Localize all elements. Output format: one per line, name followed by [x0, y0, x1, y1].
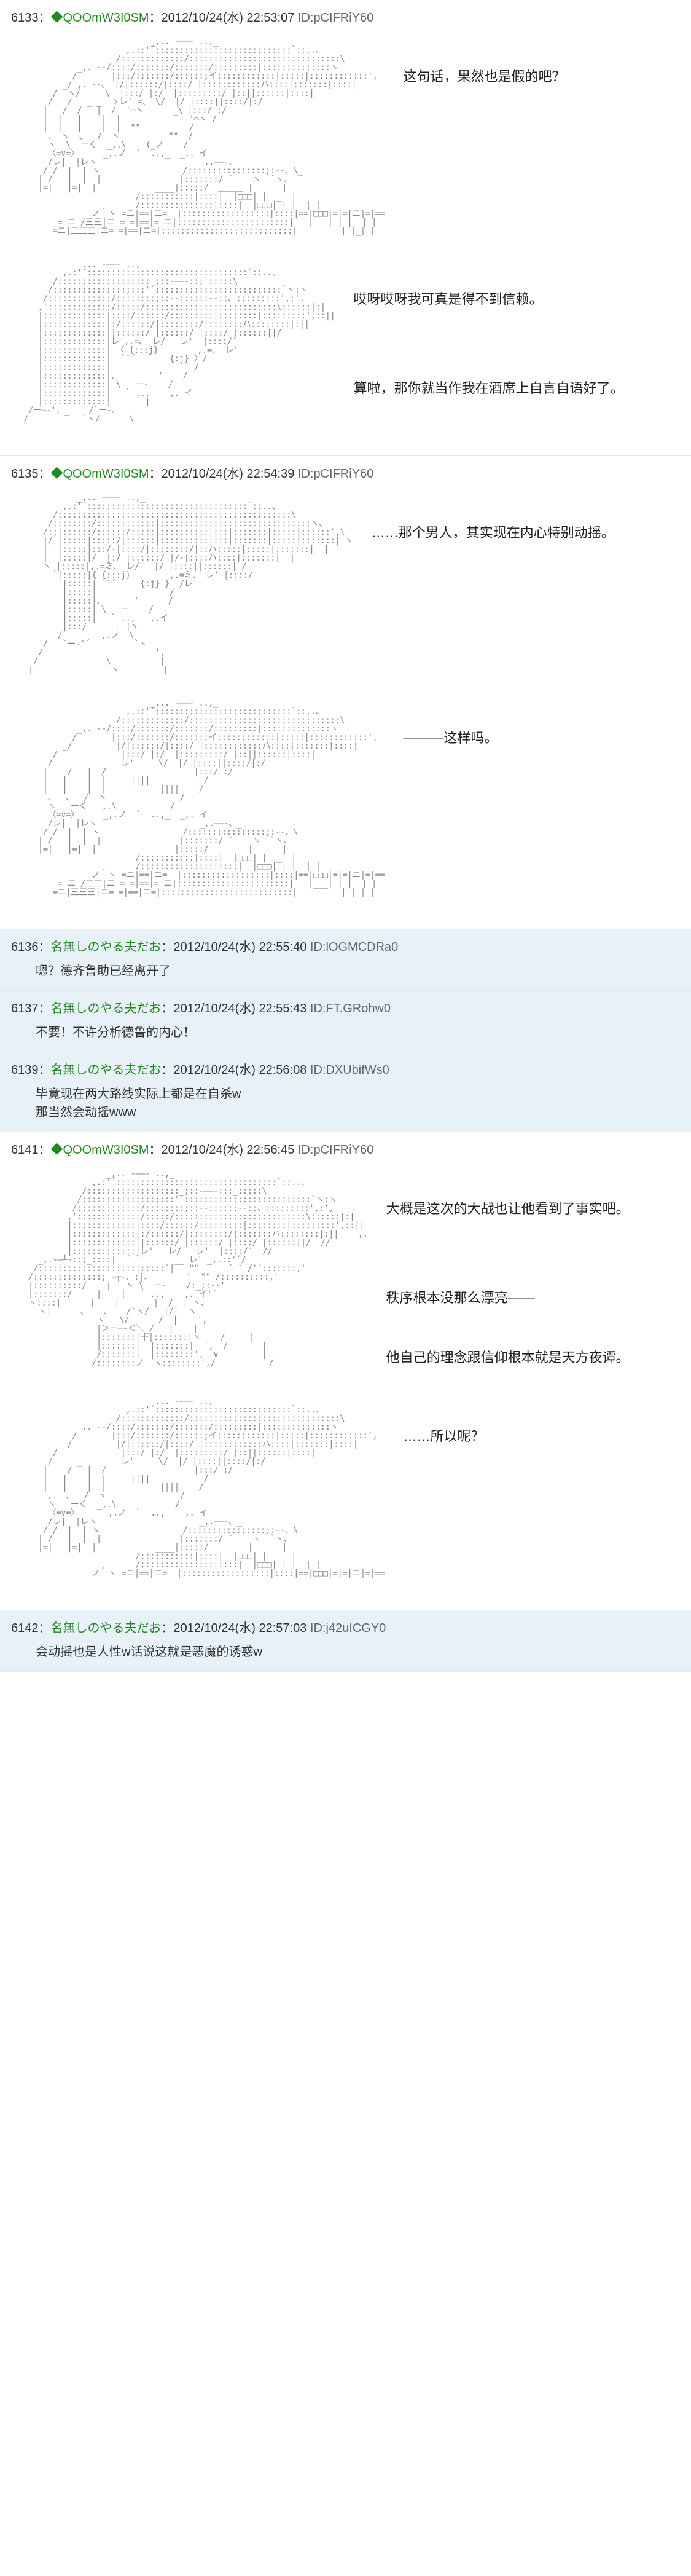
post-name: 名無しのやる夫だお	[51, 940, 162, 954]
post-number[interactable]: 6135	[11, 467, 39, 481]
post-id: ID:pCIFRiY60	[298, 467, 373, 481]
post-body: 毕竟现在两大路线实际上都是在自杀w 那当然会动摇www	[11, 1082, 680, 1124]
post-date: 2012/10/24(水) 22:53:07	[162, 11, 295, 25]
ascii-art: _,.. -――- ..,_ ,.::'´:::::::::::::::::::…	[23, 699, 385, 897]
post-id: ID:pCIFRiY60	[298, 1143, 373, 1157]
dialogue-text: ……所以呢？	[403, 1397, 484, 1451]
post-number[interactable]: 6141	[11, 1143, 39, 1157]
ascii-art: _,.. -――- ..,_ ,.::'´:::::::::::::::::::…	[23, 37, 385, 235]
post-name: 名無しのやる夫だお	[51, 1002, 162, 1015]
post-6136: 6136：名無しのやる夫だお：2012/10/24(水) 22:55:40 ID…	[0, 929, 691, 991]
dialogue-text: ……那个男人，其实现在内心特别动摇。	[372, 494, 615, 548]
post-6139: 6139：名無しのやる夫だお：2012/10/24(水) 22:56:08 ID…	[0, 1052, 691, 1132]
dialogue-text: ―――这样吗。	[403, 699, 498, 753]
dialogue-text: 大概是这次的大战也让他看到了事实吧。 秩序根本没那么漂亮—— 他自己的理念跟信仰…	[386, 1170, 630, 1373]
post-header: 6142：名無しのやる夫だお：2012/10/24(水) 22:57:03 ID…	[11, 1618, 680, 1636]
post-date: 2012/10/24(水) 22:55:40	[174, 940, 307, 954]
post-6142: 6142：名無しのやる夫だお：2012/10/24(水) 22:57:03 ID…	[0, 1610, 691, 1672]
aa-section: _,.. -――- ..,_ ,.:'´::::::::::::::::::::…	[23, 260, 680, 423]
post-name: 名無しのやる夫だお	[51, 1621, 162, 1635]
post-date: 2012/10/24(水) 22:57:03	[174, 1621, 307, 1635]
dialogue-text: 这句话，果然也是假的吧？	[403, 37, 565, 92]
post-number[interactable]: 6142	[11, 1621, 39, 1635]
post-6135: 6135：◆QOOmW3I0SM：2012/10/24(水) 22:54:39 …	[0, 456, 691, 929]
thread-container: 6133：◆QOOmW3I0SM：2012/10/24(水) 22:53:07 …	[0, 0, 691, 1672]
post-id: ID:lOGMCDRa0	[310, 940, 398, 954]
aa-section: _,.. -――- ..,_ ,.::'´:::::::::::::::::::…	[23, 1397, 680, 1578]
post-header: 6137：名無しのやる夫だお：2012/10/24(水) 22:55:43 ID…	[11, 998, 680, 1016]
dialogue-text: 哎呀哎呀我可真是得不到信赖。 算啦，那你就当作我在酒席上自言自语好了。	[353, 260, 623, 404]
post-id: ID:DXUbifWs0	[310, 1063, 389, 1077]
post-name: 名無しのやる夫だお	[51, 1063, 162, 1077]
post-id: ID:FT.GRohw0	[310, 1002, 391, 1015]
post-number[interactable]: 6133	[11, 11, 39, 25]
post-number[interactable]: 6136	[11, 940, 39, 954]
aa-section: _,.. -――- ..,_ ,.::'´:::::::::::::::::::…	[23, 37, 680, 235]
post-id: ID:j42uICGY0	[310, 1621, 386, 1635]
post-6137: 6137：名無しのやる夫だお：2012/10/24(水) 22:55:43 ID…	[0, 991, 691, 1052]
ascii-art: _,.. -――- ..,_ ,.::'´:::::::::::::::::::…	[23, 1397, 385, 1578]
post-header: 6136：名無しのやる夫だお：2012/10/24(水) 22:55:40 ID…	[11, 937, 680, 955]
post-body: 嗯？德齐鲁助已经离开了	[11, 959, 680, 983]
post-6133: 6133：◆QOOmW3I0SM：2012/10/24(水) 22:53:07 …	[0, 0, 691, 456]
post-number[interactable]: 6139	[11, 1063, 39, 1077]
post-header: 6139：名無しのやる夫だお：2012/10/24(水) 22:56:08 ID…	[11, 1060, 680, 1077]
ascii-art: _,.. -――- ..,_ ,.:'´::::::::::::::::::::…	[23, 494, 353, 674]
ascii-art: _,.. -――- ..,_ ,.:'´::::::::::::::::::::…	[23, 1170, 368, 1368]
aa-section: _,.. -――- ..,_ ,.:'´::::::::::::::::::::…	[23, 494, 680, 674]
post-header: 6141：◆QOOmW3I0SM：2012/10/24(水) 22:56:45 …	[11, 1140, 680, 1157]
post-date: 2012/10/24(水) 22:56:08	[174, 1063, 307, 1077]
post-date: 2012/10/24(水) 22:55:43	[174, 1002, 307, 1015]
post-header: 6135：◆QOOmW3I0SM：2012/10/24(水) 22:54:39 …	[11, 463, 680, 481]
post-body: 不要！不许分析德鲁的内心！	[11, 1021, 680, 1044]
aa-section: _,.. -――- ..,_ ,.::'´:::::::::::::::::::…	[23, 699, 680, 897]
aa-section: _,.. -――- ..,_ ,.:'´::::::::::::::::::::…	[23, 1170, 680, 1373]
post-name: ◆QOOmW3I0SM	[51, 1143, 149, 1157]
post-header: 6133：◆QOOmW3I0SM：2012/10/24(水) 22:53:07 …	[11, 7, 680, 25]
ascii-art: _,.. -――- ..,_ ,.:'´::::::::::::::::::::…	[23, 260, 335, 423]
post-date: 2012/10/24(水) 22:56:45	[162, 1143, 295, 1157]
post-id: ID:pCIFRiY60	[298, 11, 373, 25]
post-6141: 6141：◆QOOmW3I0SM：2012/10/24(水) 22:56:45 …	[0, 1132, 691, 1610]
post-date: 2012/10/24(水) 22:54:39	[162, 467, 295, 481]
post-number[interactable]: 6137	[11, 1002, 39, 1015]
post-name: ◆QOOmW3I0SM	[51, 11, 149, 25]
post-body: 会动摇也是人性w话说这就是恶魔的诱惑w	[11, 1641, 680, 1664]
post-name: ◆QOOmW3I0SM	[51, 467, 149, 481]
